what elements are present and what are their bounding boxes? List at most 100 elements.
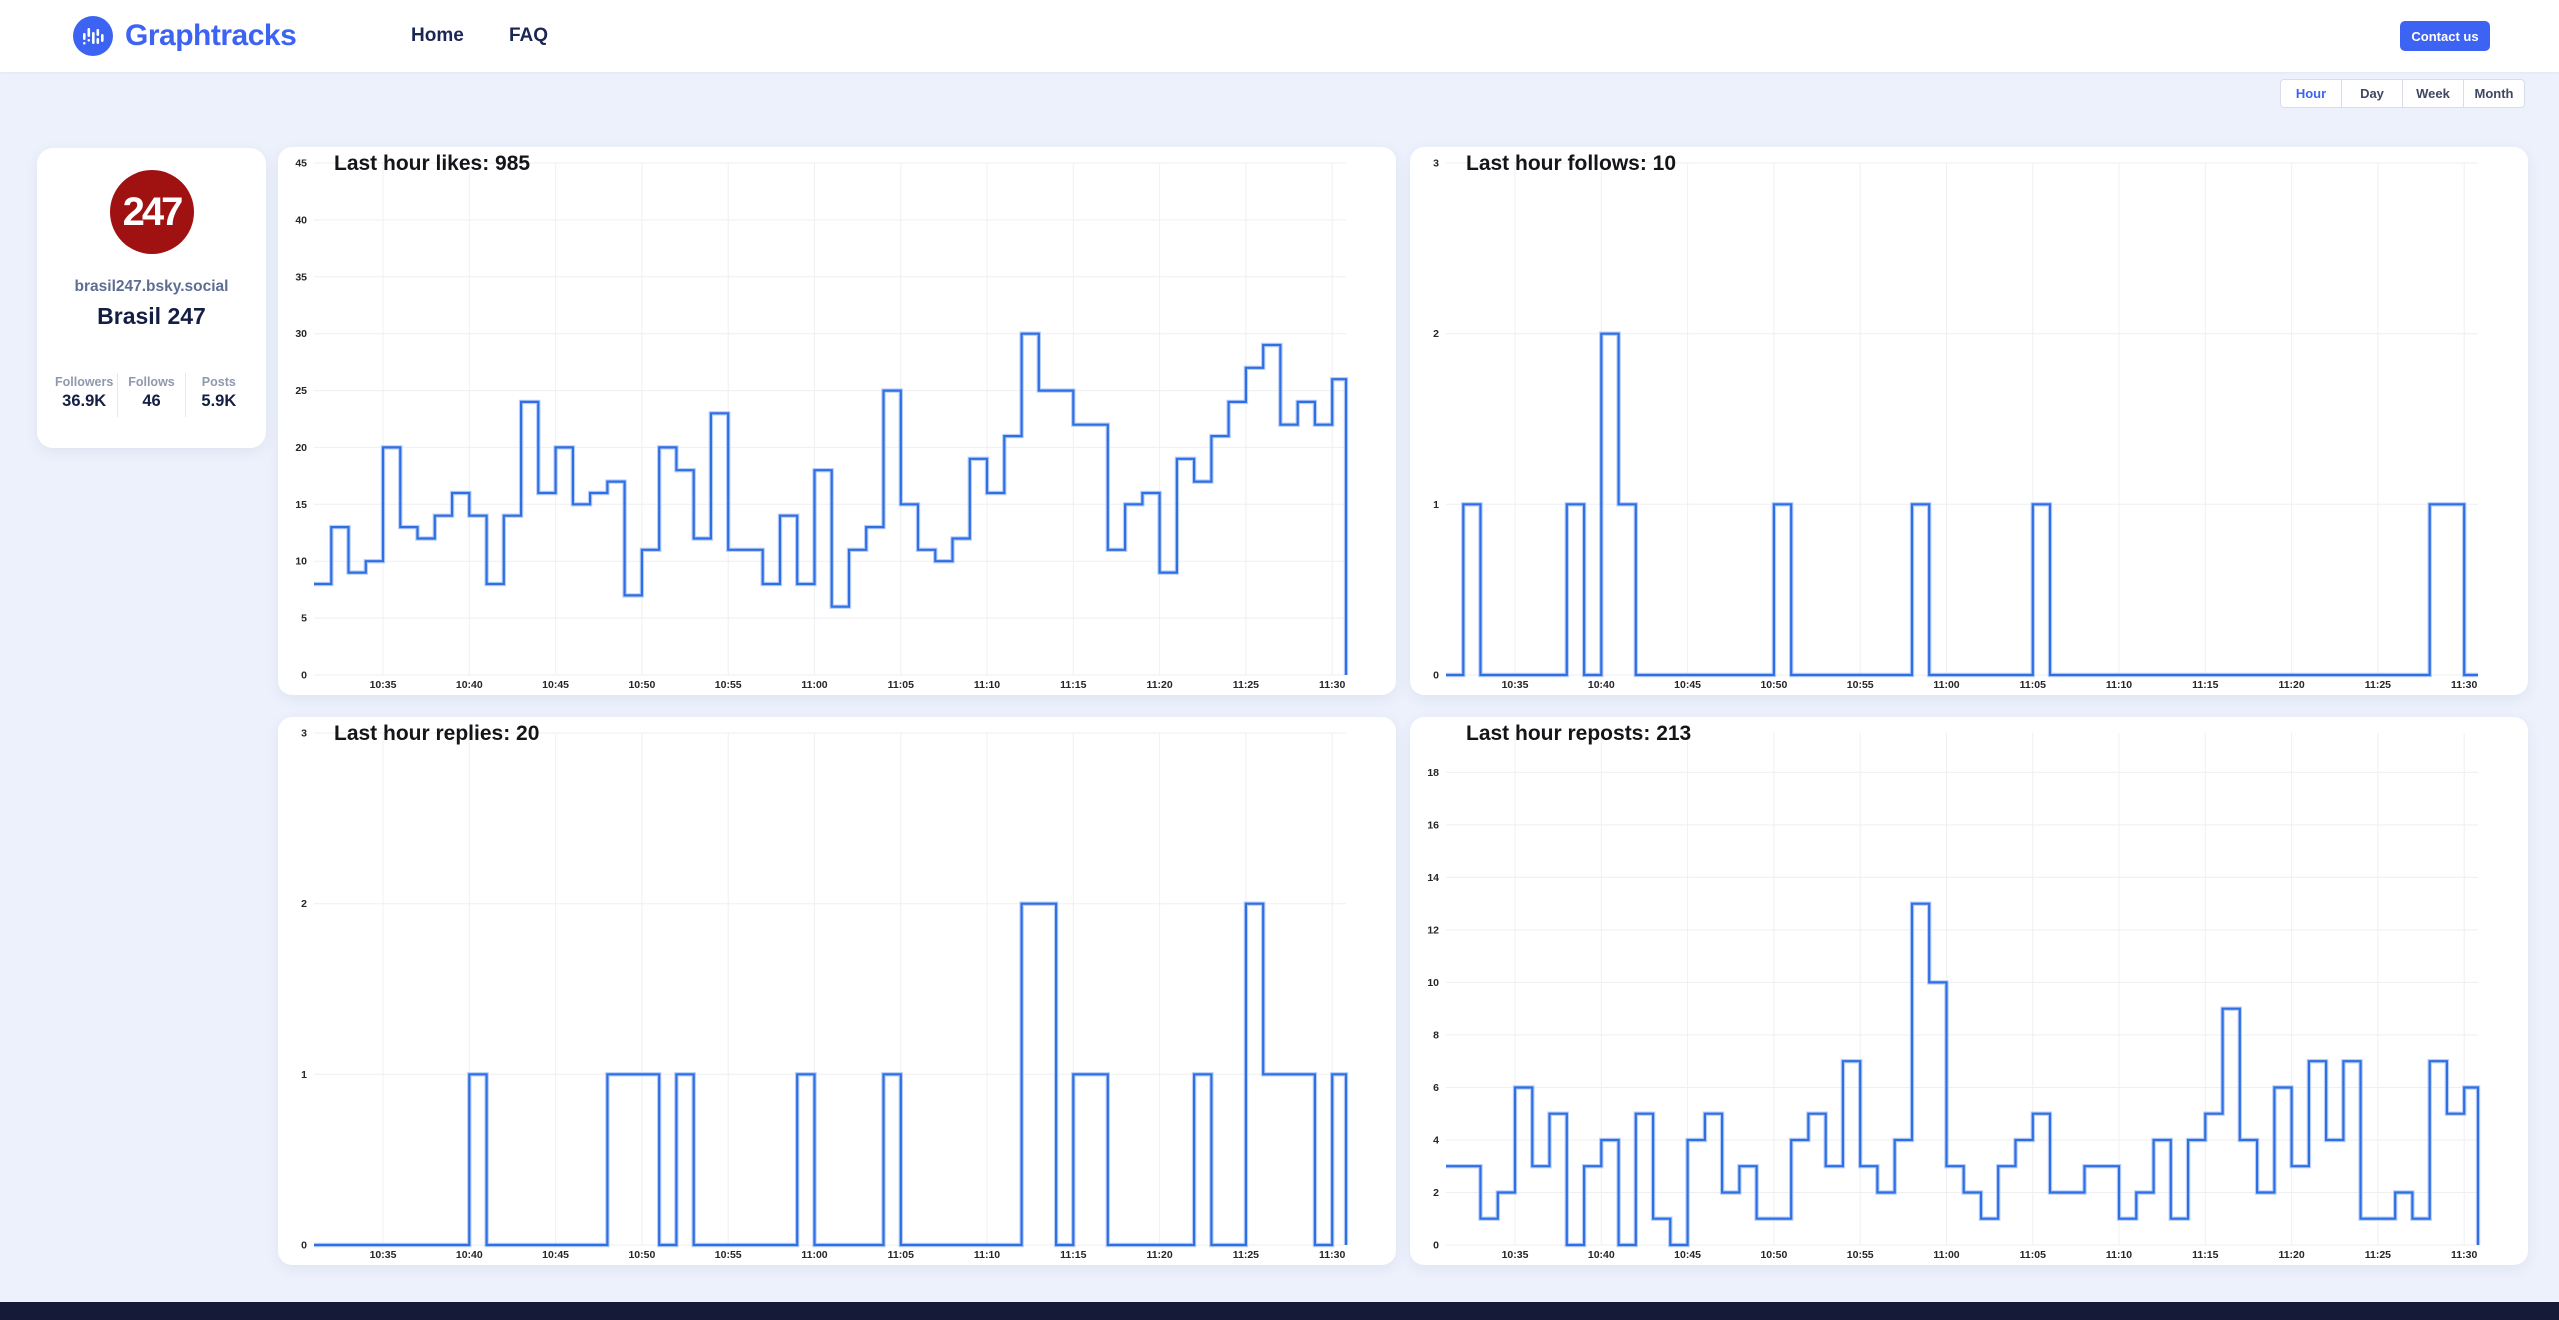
svg-text:10:40: 10:40	[1588, 679, 1615, 691]
svg-text:10:50: 10:50	[628, 1249, 655, 1261]
profile-name: Brasil 247	[97, 303, 206, 329]
time-range-week-button[interactable]: Week	[2402, 79, 2464, 108]
stat-followers: Followers 36.9K	[51, 373, 117, 417]
app-header: Graphtracks Home FAQ Contact us	[0, 0, 2559, 72]
svg-text:10:55: 10:55	[715, 1249, 742, 1261]
svg-text:11:05: 11:05	[888, 1249, 914, 1261]
svg-text:1: 1	[1433, 499, 1439, 511]
svg-text:10: 10	[295, 556, 307, 568]
svg-text:2: 2	[1433, 1187, 1439, 1199]
svg-text:10:35: 10:35	[370, 1249, 397, 1261]
profile-stats-row: Followers 36.9K Follows 46 Posts 5.9K	[51, 373, 252, 417]
profile-handle-link[interactable]: brasil247.bsky.social	[74, 278, 229, 295]
svg-text:11:10: 11:10	[974, 1249, 1000, 1261]
stat-follows: Follows 46	[117, 373, 184, 417]
svg-text:10:40: 10:40	[1588, 1249, 1615, 1261]
svg-text:11:25: 11:25	[1233, 679, 1259, 691]
svg-text:10:40: 10:40	[456, 679, 483, 691]
svg-text:0: 0	[301, 670, 307, 682]
svg-text:10:55: 10:55	[715, 679, 742, 691]
svg-text:4: 4	[1433, 1135, 1439, 1147]
svg-text:10:35: 10:35	[1502, 679, 1529, 691]
svg-text:14: 14	[1427, 872, 1439, 884]
nav-item-faq[interactable]: FAQ	[509, 25, 549, 46]
svg-text:11:30: 11:30	[1319, 1249, 1345, 1261]
svg-text:10:45: 10:45	[542, 1249, 569, 1261]
svg-text:11:25: 11:25	[1233, 1249, 1259, 1261]
contact-us-button[interactable]: Contact us	[2400, 21, 2490, 51]
svg-text:11:15: 11:15	[1060, 1249, 1086, 1261]
likes-chart-card: 0 5 10 15 20 25 30 35 40 45 10:35 10:40 10:45 10:50 10…	[278, 147, 1396, 695]
follows-chart-card: 0 1 2 3 10:35 10:40 10:45 10:50 10:55 11:00 11:05 1…	[1410, 147, 2528, 695]
svg-text:6: 6	[1433, 1082, 1439, 1094]
svg-text:11:15: 11:15	[2192, 1249, 2218, 1261]
reposts-chart-card: 0 2 4 6 8 10 12 14 16 18 10:35 10:40 10:45 10:50 10:55…	[1410, 717, 2528, 1265]
svg-text:11:20: 11:20	[1146, 1249, 1172, 1261]
svg-text:10:40: 10:40	[456, 1249, 483, 1261]
svg-text:35: 35	[295, 271, 307, 283]
svg-text:11:00: 11:00	[801, 1249, 827, 1261]
follows-chart-title: Last hour follows: 10	[1466, 152, 1677, 175]
graphtracks-logo-icon	[73, 16, 113, 56]
svg-text:3: 3	[301, 728, 307, 740]
svg-text:5: 5	[301, 613, 307, 625]
reposts-chart: 0 2 4 6 8 10 12 14 16 18 10:35 10:40 10:45 10:50 10:55…	[1427, 733, 2481, 1261]
bar-chart-glyph	[83, 28, 104, 45]
svg-text:10:45: 10:45	[1674, 1249, 1701, 1261]
svg-text:11:20: 11:20	[1146, 679, 1172, 691]
time-range-day-button[interactable]: Day	[2341, 79, 2403, 108]
svg-text:8: 8	[1433, 1029, 1439, 1041]
svg-text:11:00: 11:00	[1933, 679, 1959, 691]
replies-chart-title: Last hour replies: 20	[334, 722, 540, 745]
brand-name[interactable]: Graphtracks	[125, 19, 297, 52]
svg-text:11:25: 11:25	[2365, 679, 2391, 691]
svg-text:20: 20	[295, 442, 307, 454]
svg-text:2: 2	[301, 898, 307, 910]
svg-text:10:50: 10:50	[628, 679, 655, 691]
svg-text:11:25: 11:25	[2365, 1249, 2391, 1261]
svg-text:11:00: 11:00	[801, 679, 827, 691]
svg-text:11:30: 11:30	[2451, 1249, 2477, 1261]
stat-followers-label: Followers	[54, 375, 114, 389]
svg-text:0: 0	[1433, 670, 1439, 682]
svg-text:11:30: 11:30	[2451, 679, 2477, 691]
svg-text:0: 0	[1433, 1240, 1439, 1252]
svg-text:16: 16	[1427, 819, 1439, 831]
stat-follows-value: 46	[142, 392, 161, 410]
svg-text:10:50: 10:50	[1760, 679, 1787, 691]
svg-text:11:15: 11:15	[1060, 679, 1086, 691]
stat-followers-value: 36.9K	[62, 392, 107, 410]
time-range-hour-button[interactable]: Hour	[2280, 79, 2342, 108]
svg-text:10:55: 10:55	[1847, 679, 1874, 691]
svg-text:12: 12	[1427, 924, 1439, 936]
svg-text:0: 0	[301, 1240, 307, 1252]
footer-bar	[0, 1302, 2559, 1320]
svg-text:11:20: 11:20	[2278, 679, 2304, 691]
svg-text:40: 40	[295, 214, 307, 226]
svg-text:11:05: 11:05	[2020, 679, 2046, 691]
svg-text:45: 45	[295, 158, 307, 170]
svg-text:11:15: 11:15	[2192, 679, 2218, 691]
svg-text:11:00: 11:00	[1933, 1249, 1959, 1261]
svg-text:2: 2	[1433, 328, 1439, 340]
svg-text:10:55: 10:55	[1847, 1249, 1874, 1261]
nav-item-home[interactable]: Home	[411, 25, 464, 46]
svg-text:10:45: 10:45	[542, 679, 569, 691]
likes-chart-title: Last hour likes: 985	[334, 152, 531, 175]
svg-text:10: 10	[1427, 977, 1439, 989]
svg-text:11:20: 11:20	[2278, 1249, 2304, 1261]
likes-chart: 0 5 10 15 20 25 30 35 40 45 10:35 10:40 10:45 10:50 10…	[295, 158, 1349, 691]
svg-text:11:10: 11:10	[2106, 1249, 2132, 1261]
svg-text:11:30: 11:30	[1319, 679, 1345, 691]
stat-posts-label: Posts	[201, 375, 236, 389]
svg-text:11:05: 11:05	[888, 679, 914, 691]
replies-chart-card: 0 1 2 3 10:35 10:40 10:45 10:50 10:55 11:00 11:05 1…	[278, 717, 1396, 1265]
svg-text:10:35: 10:35	[370, 679, 397, 691]
profile-avatar: 247	[109, 170, 194, 254]
svg-text:10:50: 10:50	[1760, 1249, 1787, 1261]
svg-text:30: 30	[295, 328, 307, 340]
svg-text:18: 18	[1427, 767, 1439, 779]
svg-text:3: 3	[1433, 158, 1439, 170]
svg-text:15: 15	[295, 499, 307, 511]
time-range-month-button[interactable]: Month	[2463, 79, 2525, 108]
